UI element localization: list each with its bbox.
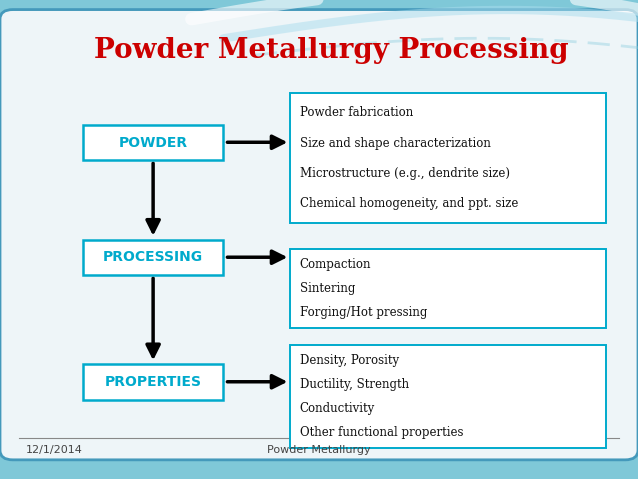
- Text: Forging/Hot pressing: Forging/Hot pressing: [300, 306, 427, 319]
- Text: Ductility, Strength: Ductility, Strength: [300, 378, 409, 391]
- Text: Powder fabrication: Powder fabrication: [300, 106, 413, 119]
- Text: Powder Metallurgy: Powder Metallurgy: [267, 445, 371, 455]
- FancyBboxPatch shape: [290, 93, 606, 223]
- Text: Chemical homogeneity, and ppt. size: Chemical homogeneity, and ppt. size: [300, 197, 518, 210]
- FancyBboxPatch shape: [83, 240, 223, 275]
- Text: Sintering: Sintering: [300, 282, 355, 295]
- Text: Conductivity: Conductivity: [300, 402, 375, 415]
- FancyBboxPatch shape: [290, 249, 606, 328]
- FancyBboxPatch shape: [290, 345, 606, 448]
- Text: Powder Metallurgy Processing: Powder Metallurgy Processing: [94, 37, 569, 64]
- FancyBboxPatch shape: [0, 10, 638, 460]
- Text: Density, Porosity: Density, Porosity: [300, 354, 399, 367]
- FancyBboxPatch shape: [83, 125, 223, 160]
- Text: 12/1/2014: 12/1/2014: [26, 445, 82, 455]
- Text: POWDER: POWDER: [119, 136, 188, 149]
- Text: PROPERTIES: PROPERTIES: [105, 375, 202, 389]
- Text: Size and shape characterization: Size and shape characterization: [300, 137, 491, 149]
- Text: PROCESSING: PROCESSING: [103, 251, 203, 264]
- Text: Microstructure (e.g., dendrite size): Microstructure (e.g., dendrite size): [300, 167, 510, 180]
- Text: Other functional properties: Other functional properties: [300, 426, 463, 439]
- FancyBboxPatch shape: [83, 364, 223, 400]
- Text: Compaction: Compaction: [300, 258, 371, 271]
